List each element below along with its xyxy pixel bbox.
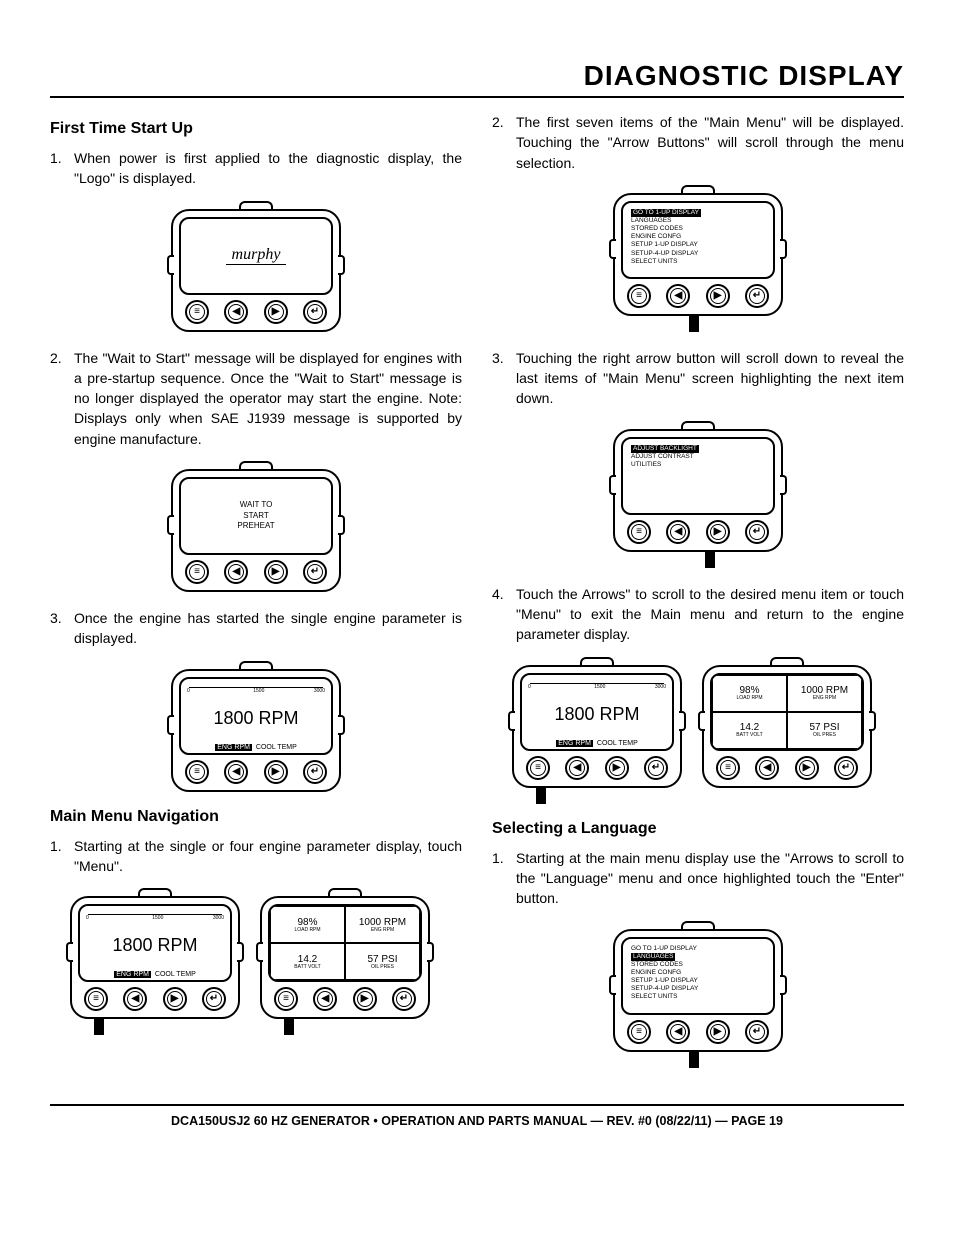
right-column: 2.The first seven items of the "Main Men… bbox=[492, 112, 904, 1084]
list-item: 3.Once the engine has started the single… bbox=[50, 608, 462, 649]
content-columns: First Time Start Up 1.When power is firs… bbox=[50, 112, 904, 1084]
right-arrow-button[interactable]: ▶ bbox=[706, 284, 730, 308]
right-arrow-button[interactable]: ▶ bbox=[264, 300, 288, 324]
first-time-list-2: 2.The "Wait to Start" message will be di… bbox=[50, 348, 462, 449]
left-column: First Time Start Up 1.When power is firs… bbox=[50, 112, 462, 1084]
device-screen-quad-2: 98%LOAD RPM 1000 RPMENG RPM 14.2BATT VOL… bbox=[710, 673, 864, 751]
left-arrow-button[interactable]: ◀ bbox=[666, 520, 690, 544]
section-select-lang-title: Selecting a Language bbox=[492, 820, 904, 838]
first-time-list: 1.When power is first applied to the dia… bbox=[50, 148, 462, 189]
device-screen-menu1: GO TO 1-UP DISPLAY LANGUAGES STORED CODE… bbox=[621, 201, 775, 279]
list-item: 2.The "Wait to Start" message will be di… bbox=[50, 348, 462, 449]
menu-button[interactable]: ≡ bbox=[526, 756, 550, 780]
figure-menu-pair: 015003000 1800 RPM ENG RPMCOOL TEMP ≡ ◀ … bbox=[50, 888, 462, 1035]
page-title: DIAGNOSTIC DISPLAY bbox=[50, 60, 904, 98]
device-screen-quad: 98%LOAD RPM 1000 RPMENG RPM 14.2BATT VOL… bbox=[268, 904, 422, 982]
left-arrow-button[interactable]: ◀ bbox=[313, 987, 337, 1011]
pointer-icon bbox=[689, 1050, 699, 1068]
device-screen-rpm-2: 015003000 1800 RPM ENG RPMCOOL TEMP bbox=[78, 904, 232, 982]
enter-button[interactable]: ↵ bbox=[303, 560, 327, 584]
list-item: 1.Starting at the single or four engine … bbox=[50, 836, 462, 877]
menu-button[interactable]: ≡ bbox=[627, 520, 651, 544]
left-arrow-button[interactable]: ◀ bbox=[666, 1020, 690, 1044]
right-arrow-button[interactable]: ▶ bbox=[264, 560, 288, 584]
col2-list-3: 3.Touching the right arrow button will s… bbox=[492, 348, 904, 409]
right-arrow-button[interactable]: ▶ bbox=[706, 1020, 730, 1044]
figure-rpm: 015003000 1800 RPM ENG RPMCOOL TEMP ≡ ◀ … bbox=[50, 661, 462, 792]
pointer-icon bbox=[284, 1017, 294, 1035]
enter-button[interactable]: ↵ bbox=[745, 1020, 769, 1044]
col2-list: 2.The first seven items of the "Main Men… bbox=[492, 112, 904, 173]
enter-button[interactable]: ↵ bbox=[303, 760, 327, 784]
logo-text: murphy bbox=[226, 246, 287, 265]
right-arrow-button[interactable]: ▶ bbox=[605, 756, 629, 780]
enter-button[interactable]: ↵ bbox=[202, 987, 226, 1011]
list-item: 1.When power is first applied to the dia… bbox=[50, 148, 462, 189]
list-item: 2.The first seven items of the "Main Men… bbox=[492, 112, 904, 173]
menu-button[interactable]: ≡ bbox=[185, 760, 209, 784]
menu-button[interactable]: ≡ bbox=[185, 300, 209, 324]
page-footer: DCA150USJ2 60 HZ GENERATOR • OPERATION A… bbox=[50, 1104, 904, 1128]
device-screen-logo: murphy bbox=[179, 217, 333, 295]
figure-menu1: GO TO 1-UP DISPLAY LANGUAGES STORED CODE… bbox=[492, 185, 904, 332]
left-arrow-button[interactable]: ◀ bbox=[755, 756, 779, 780]
pointer-icon bbox=[536, 786, 546, 804]
left-arrow-button[interactable]: ◀ bbox=[123, 987, 147, 1011]
figure-logo: murphy ≡ ◀ ▶ ↵ bbox=[50, 201, 462, 332]
menu-button[interactable]: ≡ bbox=[627, 284, 651, 308]
select-lang-list: 1.Starting at the main menu display use … bbox=[492, 848, 904, 909]
figure-wait: WAIT TO START PREHEAT ≡ ◀ ▶ ↵ bbox=[50, 461, 462, 592]
enter-button[interactable]: ↵ bbox=[834, 756, 858, 780]
left-arrow-button[interactable]: ◀ bbox=[224, 300, 248, 324]
col2-list-4: 4.Touch the Arrows" to scroll to the des… bbox=[492, 584, 904, 645]
figure-menu3: GO TO 1-UP DISPLAY LANGUAGES STORED CODE… bbox=[492, 921, 904, 1068]
right-arrow-button[interactable]: ▶ bbox=[353, 987, 377, 1011]
enter-button[interactable]: ↵ bbox=[644, 756, 668, 780]
menu-button[interactable]: ≡ bbox=[274, 987, 298, 1011]
right-arrow-button[interactable]: ▶ bbox=[163, 987, 187, 1011]
pointer-icon bbox=[94, 1017, 104, 1035]
enter-button[interactable]: ↵ bbox=[392, 987, 416, 1011]
enter-button[interactable]: ↵ bbox=[745, 520, 769, 544]
left-arrow-button[interactable]: ◀ bbox=[666, 284, 690, 308]
device-screen-menu2: ADJUST BACKLIGHT ADJUST CONTRAST UTILITI… bbox=[621, 437, 775, 515]
menu-button[interactable]: ≡ bbox=[185, 560, 209, 584]
section-first-time-title: First Time Start Up bbox=[50, 120, 462, 138]
list-item: 1.Starting at the main menu display use … bbox=[492, 848, 904, 909]
left-arrow-button[interactable]: ◀ bbox=[224, 560, 248, 584]
figure-pair-2: 015003000 1800 RPM ENG RPMCOOL TEMP ≡ ◀ … bbox=[492, 657, 904, 804]
section-main-menu-title: Main Menu Navigation bbox=[50, 808, 462, 826]
left-arrow-button[interactable]: ◀ bbox=[224, 760, 248, 784]
right-arrow-button[interactable]: ▶ bbox=[795, 756, 819, 780]
menu-button[interactable]: ≡ bbox=[716, 756, 740, 780]
figure-menu2: ADJUST BACKLIGHT ADJUST CONTRAST UTILITI… bbox=[492, 421, 904, 568]
menu-button[interactable]: ≡ bbox=[84, 987, 108, 1011]
right-arrow-button[interactable]: ▶ bbox=[706, 520, 730, 544]
device-screen-wait: WAIT TO START PREHEAT bbox=[179, 477, 333, 555]
enter-button[interactable]: ↵ bbox=[745, 284, 769, 308]
pointer-icon bbox=[705, 550, 715, 568]
enter-button[interactable]: ↵ bbox=[303, 300, 327, 324]
first-time-list-3: 3.Once the engine has started the single… bbox=[50, 608, 462, 649]
device-screen-rpm-3: 015003000 1800 RPM ENG RPMCOOL TEMP bbox=[520, 673, 674, 751]
device-screen-menu3: GO TO 1-UP DISPLAY LANGUAGES STORED CODE… bbox=[621, 937, 775, 1015]
list-item: 3.Touching the right arrow button will s… bbox=[492, 348, 904, 409]
left-arrow-button[interactable]: ◀ bbox=[565, 756, 589, 780]
right-arrow-button[interactable]: ▶ bbox=[264, 760, 288, 784]
main-menu-list: 1.Starting at the single or four engine … bbox=[50, 836, 462, 877]
menu-button[interactable]: ≡ bbox=[627, 1020, 651, 1044]
pointer-icon bbox=[689, 314, 699, 332]
list-item: 4.Touch the Arrows" to scroll to the des… bbox=[492, 584, 904, 645]
device-screen-rpm: 015003000 1800 RPM ENG RPMCOOL TEMP bbox=[179, 677, 333, 755]
